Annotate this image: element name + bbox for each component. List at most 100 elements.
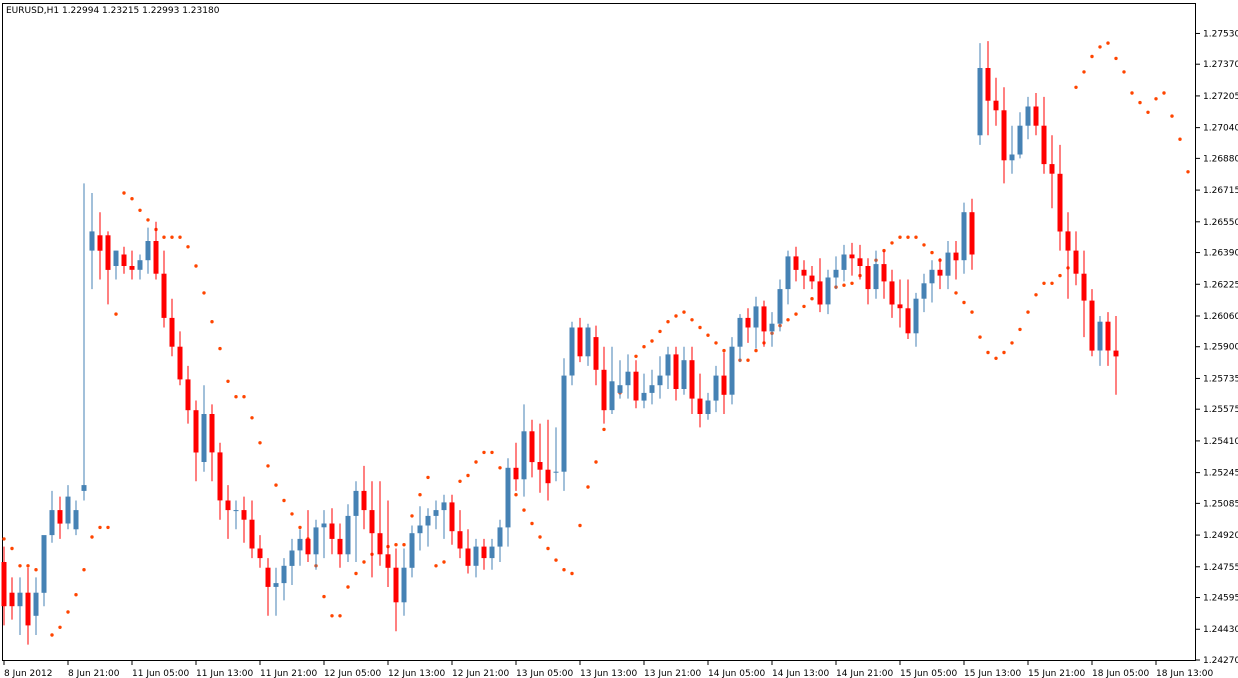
candle <box>993 77 999 126</box>
plot-area[interactable] <box>2 3 1196 661</box>
candle-body <box>65 496 71 524</box>
time-axis[interactable]: 8 Jun 2012 8 Jun 21:00 11 Jun 05:00 11 Jun … <box>3 661 1213 678</box>
candle-body <box>585 327 591 357</box>
sar-dot <box>522 508 526 512</box>
candle-body <box>185 379 191 411</box>
candle <box>921 273 927 313</box>
candle-body <box>233 510 239 512</box>
sar-dot <box>274 483 278 487</box>
price-tick-label: 1.27530 <box>1203 29 1238 39</box>
time-tick-label: 12 Jun 21:00 <box>452 669 509 678</box>
candle-body <box>1065 231 1071 251</box>
candle <box>385 500 391 587</box>
sar-dot <box>434 564 438 568</box>
candle <box>609 346 615 414</box>
price-tick-label: 1.26390 <box>1203 249 1238 259</box>
sar-dot <box>954 291 958 295</box>
candle-body <box>529 431 535 463</box>
sar-dot <box>1114 56 1118 61</box>
candle <box>25 567 31 645</box>
sar-dot <box>666 320 670 324</box>
candle-body <box>561 375 567 472</box>
candle-body <box>121 254 127 266</box>
sar-dot <box>394 543 398 547</box>
candle-body <box>153 241 159 274</box>
time-tick-label: 8 Jun 21:00 <box>68 669 120 678</box>
candle-body <box>937 269 943 276</box>
candle <box>785 250 791 305</box>
candle-body <box>985 68 991 101</box>
candle <box>617 360 623 399</box>
candle <box>225 485 231 539</box>
candle <box>369 481 375 578</box>
candle <box>673 346 679 401</box>
candle-body <box>801 269 807 276</box>
sar-dot <box>714 341 718 345</box>
sar-dot <box>754 348 758 353</box>
sar-dot <box>1186 170 1190 174</box>
sar-dot <box>202 291 206 295</box>
sar-dot <box>10 546 14 551</box>
sar-dot <box>914 235 918 239</box>
candle-body <box>777 289 783 324</box>
candle <box>249 500 255 559</box>
price-tick-label: 1.25410 <box>1203 437 1238 447</box>
candle <box>1049 135 1055 209</box>
candle <box>297 529 303 566</box>
sar-dot <box>802 304 806 309</box>
candle <box>161 250 167 328</box>
candle-body <box>169 317 175 347</box>
sar-dot <box>1074 85 1078 90</box>
candle <box>689 346 695 414</box>
sar-dot <box>682 310 686 314</box>
candle <box>401 548 407 616</box>
candle-body <box>345 515 351 555</box>
price-tick-label: 1.25575 <box>1203 405 1238 415</box>
sar-dot <box>258 441 262 445</box>
price-tick-label: 1.24920 <box>1203 531 1238 541</box>
candle-body <box>865 266 871 290</box>
candle-body <box>537 462 543 470</box>
candle <box>657 356 663 399</box>
price-axis[interactable]: 1.27530 1.27370 1.27205 1.27040 1.26880 1.267… <box>1196 29 1238 666</box>
time-tick-label: 14 Jun 21:00 <box>836 669 893 678</box>
candle-body <box>41 535 47 593</box>
sar-dot <box>1042 281 1046 285</box>
time-tick-label: 13 Jun 21:00 <box>644 669 701 678</box>
candle <box>969 198 975 270</box>
candle <box>985 41 991 136</box>
candle <box>481 538 487 570</box>
sar-dot <box>98 525 102 530</box>
candle <box>961 202 967 274</box>
sar-dot <box>1106 41 1110 45</box>
candle-body <box>841 254 847 270</box>
candle-body <box>633 371 639 401</box>
time-tick-label: 13 Jun 13:00 <box>580 669 637 678</box>
candle-body <box>697 398 703 414</box>
price-tick-label: 1.25900 <box>1203 343 1238 353</box>
sar-dot <box>794 312 798 316</box>
candle <box>889 269 895 318</box>
candle-body <box>177 346 183 380</box>
candle <box>193 400 199 482</box>
candle-body <box>969 212 975 255</box>
candle-body <box>1105 321 1111 351</box>
candle-body <box>953 252 959 261</box>
price-tick-label: 1.26550 <box>1203 218 1238 228</box>
candle <box>1 546 7 626</box>
sar-dot <box>1162 91 1166 95</box>
candle-body <box>137 260 143 270</box>
candle <box>289 538 295 585</box>
chart-title: EURUSD,H1 1.22994 1.23215 1.22993 1.2318… <box>6 6 220 16</box>
candle <box>1065 212 1071 299</box>
sar-dot <box>1122 70 1126 74</box>
sar-dot <box>570 571 574 576</box>
candle-body <box>425 515 431 526</box>
candle-body <box>793 256 799 270</box>
sar-dot <box>1130 91 1134 95</box>
candle-body <box>617 385 623 393</box>
candle <box>273 567 279 616</box>
candle-body <box>993 100 999 111</box>
candle <box>641 373 647 409</box>
candle <box>1113 316 1119 395</box>
